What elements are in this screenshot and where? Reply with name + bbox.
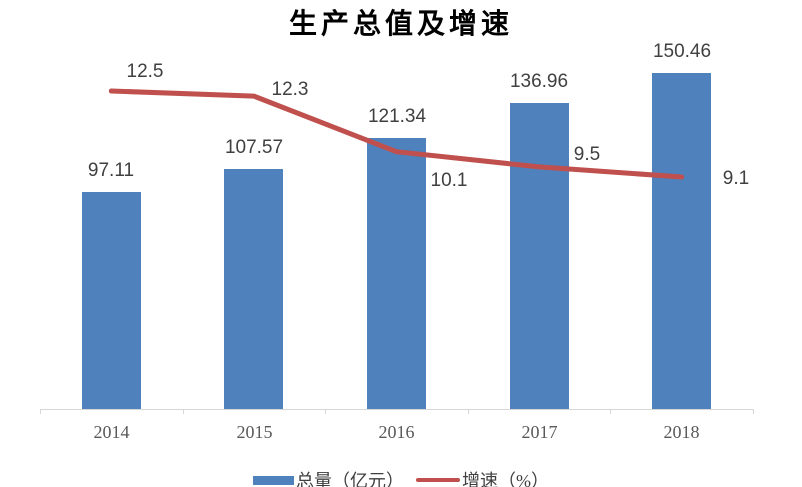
- line-value-label: 12.3: [271, 79, 309, 100]
- x-tick-label-2015: 2015: [236, 422, 273, 442]
- x-axis-line: [40, 409, 753, 410]
- line-series-swatch-icon: [416, 478, 460, 482]
- legend-label-line-series: 增速（%）: [462, 471, 549, 487]
- x-axis-tick: [610, 409, 612, 414]
- bar-2015: [224, 169, 283, 409]
- x-axis-tick: [325, 409, 327, 414]
- x-axis-tick: [467, 409, 469, 414]
- x-tick-label-2016: 2016: [378, 422, 415, 442]
- x-axis-tick: [182, 409, 184, 414]
- legend-label-bar-series: 总量（亿元）: [296, 471, 404, 487]
- line-value-label: 9.5: [573, 144, 601, 165]
- bar-value-label: 107.57: [224, 137, 284, 158]
- line-value-label: 9.1: [722, 168, 750, 189]
- x-tick-label-2017: 2017: [521, 422, 558, 442]
- x-tick-label-2014: 2014: [93, 422, 130, 442]
- x-axis-tick: [753, 409, 754, 414]
- legend-item-line-series: 增速（%）: [416, 467, 549, 487]
- bar-value-label: 136.96: [509, 71, 569, 92]
- bar-value-label: 97.11: [87, 160, 135, 181]
- x-axis-tick: [40, 409, 41, 414]
- chart-title: 生产总值及增速: [288, 9, 513, 40]
- legend-item-bar-series: 总量（亿元）: [253, 467, 404, 487]
- line-value-label: 10.1: [430, 170, 468, 191]
- bar-2014: [82, 192, 141, 409]
- x-tick-label-2018: 2018: [663, 422, 700, 442]
- bar-2018: [652, 73, 711, 409]
- line-value-label: 12.5: [126, 61, 164, 82]
- legend: 总量（亿元） 增速（%）: [0, 467, 802, 487]
- bar-value-label: 150.46: [652, 41, 712, 62]
- bar-2016: [367, 138, 426, 409]
- bar-series-swatch-icon: [253, 475, 294, 485]
- bar-value-label: 121.34: [367, 106, 427, 127]
